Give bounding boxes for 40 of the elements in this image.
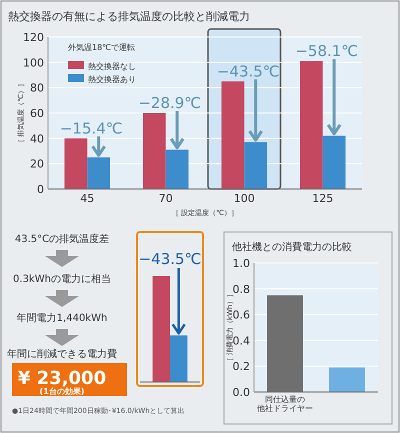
text: 外気温18℃で運転 [68,43,136,52]
bar [166,150,189,189]
text: 年間電力1,440kWh [16,312,108,324]
text: (1台の効果) [40,387,84,396]
chart-title: 他社機との消費電力の比較 [232,241,352,253]
x-tick-label: 70 [158,192,173,205]
y-tick-label: 0.0 [232,386,250,399]
bar [87,157,110,189]
chart-title: 熱交換器の有無による排気温度の比較と削減電力 [8,10,250,23]
legend-label: 熱交換器なし [88,62,136,71]
annotation: −58.1℃ [295,42,358,60]
y-tick-label: 20 [30,158,44,171]
text: 年間に削減できる電力費 [7,348,117,360]
y-tick-label: 0.8 [232,282,250,296]
bar [322,136,346,189]
legend-label: 熱交換器あり [88,75,136,84]
text: 0.3kWhの電力に相当 [13,273,111,285]
bar [221,81,244,189]
y-tick-label: 1.0 [232,257,250,270]
bar [244,142,268,189]
y-tick-label: 0.4 [232,334,250,348]
y-tick-label: 120 [23,31,44,44]
annotation: −43.5℃ [216,62,280,80]
y-tick-label: 80 [30,82,44,95]
y-tick-label: 0.2 [232,360,250,374]
annotation: −15.4℃ [60,119,123,138]
bar [64,138,88,189]
x-tick-label: 125 [312,192,334,205]
y-tick-label: 40 [30,132,44,146]
y-tick-label: 60 [30,107,44,120]
text: 43.5°Cの排気温度差 [14,233,110,245]
y-tick-label: 100 [23,56,44,70]
y-tick-label: 0 [37,183,44,196]
bar [142,113,166,189]
text: −43.5℃ [138,250,202,268]
annotation: −28.9℃ [138,94,202,112]
y-tick-label: 0.6 [232,308,250,322]
bar [300,61,323,189]
x-tick-label: 同仕込量の他社ドライヤー [257,395,313,414]
x-tick-label: 45 [80,192,94,205]
